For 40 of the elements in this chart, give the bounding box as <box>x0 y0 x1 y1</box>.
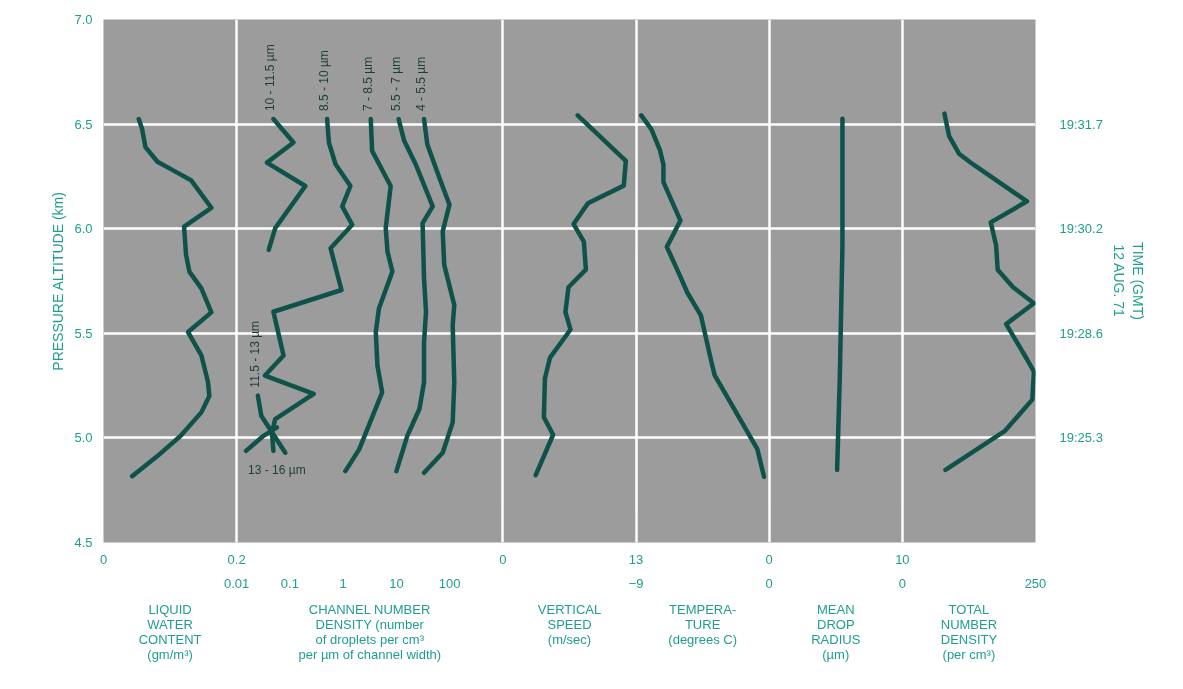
x-tick-label: 0.01 <box>223 575 250 591</box>
x-tick-label: 0 <box>765 575 773 591</box>
x-tick-label: 10 <box>895 551 910 567</box>
x-tick-label: 10 <box>389 575 404 591</box>
text: 19:31.7 <box>1059 116 1103 132</box>
x-axis-title: LIQUID WATER CONTENT (gm/m³) <box>138 602 202 663</box>
x-tick-label: 0 <box>99 551 108 567</box>
x-tick-label: 100 <box>438 575 461 591</box>
text: 19:25.3 <box>1059 430 1103 446</box>
y-tick-label: 5.0 <box>74 430 93 446</box>
text: 8.5 - 10 µm <box>317 50 332 112</box>
x-tick-label: 0.2 <box>227 551 246 567</box>
x-tick-label: 0 <box>499 551 507 567</box>
text: 5.5 - 7 µm <box>388 56 403 112</box>
x-axis-title: CHANNEL NUMBER DENSITY (number of droplets per cm³ per µm of channel width) <box>298 602 442 663</box>
y-tick-label: 6.5 <box>74 116 93 132</box>
x-axis-title: MEAN DROP RADIUS (µm) <box>811 602 861 663</box>
x-axis-title: TOTAL NUMBER DENSITY (per cm³) <box>940 602 998 663</box>
x-tick-label: 250 <box>1024 575 1047 591</box>
y-tick-label: 7.0 <box>74 12 93 27</box>
x-axis-title: TEMPERA- TURE (degrees C) <box>668 602 737 648</box>
x-axis-title: VERTICAL SPEED (m/sec) <box>537 602 602 648</box>
y-tick-label: 5.5 <box>74 325 93 341</box>
series-label: 13 - 16 µm <box>248 462 306 477</box>
y-axis-title: PRESSURE ALTITUDE (km) <box>50 192 67 371</box>
text: 4 - 5.5 µm <box>414 56 429 112</box>
x-tick-label: 13 <box>628 551 644 567</box>
text: 7 - 8.5 µm <box>360 56 375 112</box>
x-tick-label: 1 <box>339 575 347 591</box>
y-tick-label: 4.5 <box>74 535 93 550</box>
x-tick-label: 0 <box>765 551 773 567</box>
y2-axis-title: TIME (GMT) 12 AUG. 71 <box>1110 242 1147 320</box>
x-tick-label: 0.1 <box>280 575 299 591</box>
text: 10 - 11.5 µm <box>263 44 278 112</box>
y-tick-label: 6.0 <box>74 221 93 237</box>
text: 19:30.2 <box>1059 221 1103 237</box>
x-tick-label: 0 <box>898 575 906 591</box>
text: 19:28.6 <box>1059 325 1103 341</box>
x-tick-label: −9 <box>628 575 644 591</box>
text: 11.5 - 13 µm <box>247 320 262 388</box>
